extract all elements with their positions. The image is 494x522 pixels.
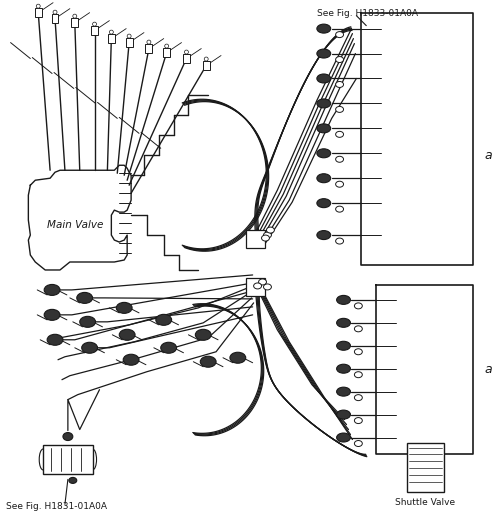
Bar	[246, 230, 265, 248]
Ellipse shape	[335, 238, 343, 244]
Bar	[43, 445, 92, 474]
Ellipse shape	[258, 279, 266, 285]
Bar	[145, 44, 152, 53]
Bar	[407, 443, 444, 492]
Ellipse shape	[317, 199, 330, 208]
Ellipse shape	[317, 99, 330, 108]
Bar	[183, 54, 190, 63]
Text: See Fig. H1833-01A0A: See Fig. H1833-01A0A	[317, 9, 418, 18]
Ellipse shape	[317, 74, 330, 83]
Ellipse shape	[317, 149, 330, 158]
Ellipse shape	[44, 310, 60, 321]
Ellipse shape	[156, 314, 171, 325]
Ellipse shape	[317, 231, 330, 240]
Ellipse shape	[354, 303, 362, 309]
Bar	[35, 8, 41, 17]
Ellipse shape	[69, 478, 77, 483]
Ellipse shape	[230, 352, 246, 363]
Circle shape	[147, 40, 151, 44]
Circle shape	[127, 34, 131, 38]
Ellipse shape	[116, 302, 132, 313]
Ellipse shape	[336, 387, 350, 396]
Ellipse shape	[354, 395, 362, 400]
Circle shape	[53, 10, 57, 14]
Bar	[246, 278, 265, 296]
Ellipse shape	[261, 235, 269, 241]
Text: a: a	[485, 363, 493, 376]
Ellipse shape	[336, 318, 350, 327]
Ellipse shape	[47, 334, 63, 345]
Ellipse shape	[195, 329, 211, 340]
Ellipse shape	[336, 341, 350, 350]
Ellipse shape	[336, 410, 350, 419]
Ellipse shape	[44, 284, 60, 295]
Bar	[71, 18, 78, 27]
Circle shape	[109, 30, 113, 34]
Ellipse shape	[263, 284, 271, 290]
Ellipse shape	[317, 24, 330, 33]
Ellipse shape	[335, 206, 343, 212]
Circle shape	[73, 14, 77, 18]
Ellipse shape	[354, 441, 362, 446]
Ellipse shape	[200, 356, 216, 367]
Bar	[203, 61, 209, 70]
Bar	[108, 34, 115, 43]
Ellipse shape	[354, 326, 362, 332]
Ellipse shape	[335, 181, 343, 187]
Ellipse shape	[263, 232, 271, 238]
Circle shape	[92, 22, 96, 26]
Ellipse shape	[335, 56, 343, 63]
Circle shape	[165, 44, 168, 48]
Text: Main Valve: Main Valve	[46, 220, 103, 230]
Ellipse shape	[336, 433, 350, 442]
Ellipse shape	[336, 364, 350, 373]
Ellipse shape	[317, 124, 330, 133]
Ellipse shape	[253, 283, 261, 289]
Ellipse shape	[354, 418, 362, 423]
Ellipse shape	[63, 433, 73, 441]
Ellipse shape	[77, 292, 92, 303]
Bar	[163, 48, 170, 57]
Ellipse shape	[266, 227, 274, 233]
Circle shape	[36, 4, 40, 8]
Text: See Fig. H1831-01A0A: See Fig. H1831-01A0A	[5, 502, 107, 512]
Polygon shape	[28, 165, 131, 270]
Circle shape	[184, 50, 188, 54]
Ellipse shape	[317, 174, 330, 183]
Ellipse shape	[335, 156, 343, 162]
Ellipse shape	[317, 49, 330, 58]
Ellipse shape	[80, 316, 95, 327]
Ellipse shape	[354, 349, 362, 355]
Ellipse shape	[335, 132, 343, 137]
Ellipse shape	[119, 329, 135, 340]
Ellipse shape	[335, 106, 343, 112]
Ellipse shape	[82, 342, 97, 353]
Text: Shuttle Valve: Shuttle Valve	[396, 499, 455, 507]
Ellipse shape	[161, 342, 176, 353]
Ellipse shape	[354, 372, 362, 378]
Ellipse shape	[336, 295, 350, 304]
Bar	[51, 14, 58, 23]
Ellipse shape	[335, 81, 343, 88]
Ellipse shape	[123, 354, 139, 365]
Ellipse shape	[335, 32, 343, 38]
Circle shape	[204, 57, 208, 61]
Bar	[91, 26, 98, 35]
Bar	[125, 38, 132, 47]
Text: a: a	[485, 149, 493, 162]
